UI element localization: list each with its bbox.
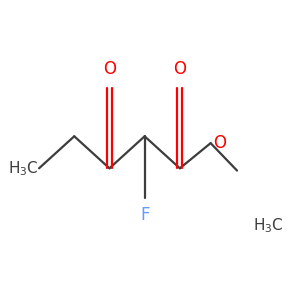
- Text: H$_3$C: H$_3$C: [253, 216, 283, 235]
- Text: O: O: [213, 134, 226, 152]
- Text: F: F: [140, 206, 149, 224]
- Text: O: O: [173, 60, 186, 78]
- Text: O: O: [103, 60, 116, 78]
- Text: H$_3$C: H$_3$C: [8, 159, 39, 178]
